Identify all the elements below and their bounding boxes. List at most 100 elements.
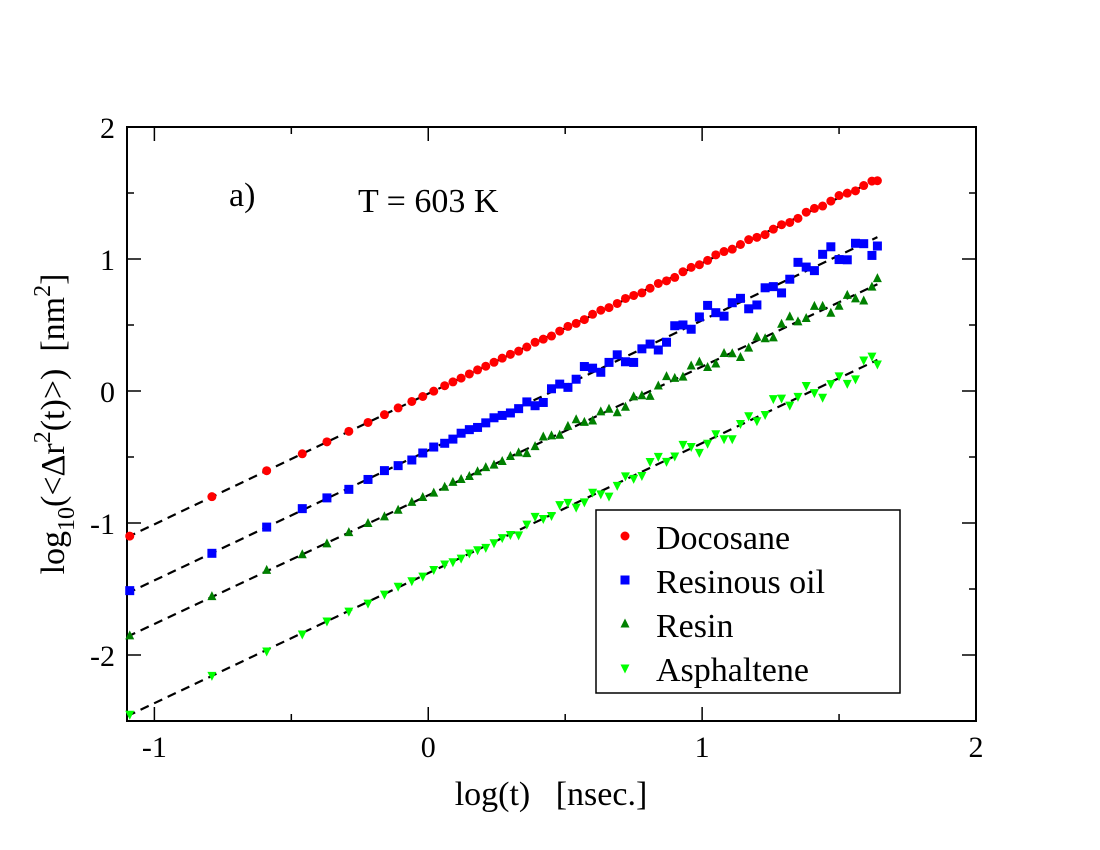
data-point-asphaltene <box>555 501 565 511</box>
data-point-resin <box>645 390 655 400</box>
data-point-asphaltene <box>481 543 491 553</box>
data-point-docosane <box>727 244 737 254</box>
data-point-docosane <box>703 255 713 265</box>
data-point-asphaltene <box>393 582 403 592</box>
data-point-docosane <box>760 230 770 240</box>
data-point-resinous-oil <box>809 266 819 276</box>
data-point-asphaltene <box>744 412 754 422</box>
data-point-docosane <box>620 293 630 303</box>
data-point-resin <box>735 351 745 361</box>
data-point-resin <box>297 549 307 559</box>
data-point-docosane <box>497 353 507 363</box>
data-point-docosane <box>563 321 573 331</box>
data-point-docosane <box>670 272 680 282</box>
data-point-asphaltene <box>514 531 524 541</box>
data-point-resinous-oil <box>596 367 606 377</box>
data-point-resinous-oil <box>801 262 811 272</box>
data-point-resin <box>826 307 836 317</box>
legend-label: Resinous oil <box>656 564 825 601</box>
legend-label: Docosane <box>656 520 790 557</box>
data-point-docosane <box>547 331 556 341</box>
data-point-docosane <box>686 262 696 272</box>
data-point-docosane <box>297 449 307 459</box>
data-point-asphaltene <box>440 560 450 570</box>
data-point-asphaltene <box>842 379 852 389</box>
data-point-resinous-oil <box>703 300 713 310</box>
data-point-resin <box>440 481 450 491</box>
data-point-resin <box>867 281 877 291</box>
data-point-resinous-oil <box>744 304 754 314</box>
data-point-docosane <box>344 426 354 436</box>
data-point-resin <box>637 390 647 400</box>
data-point-resin <box>801 313 811 323</box>
data-point-asphaltene <box>207 671 217 681</box>
legend-marker-asphaltene <box>620 664 630 674</box>
legend-marker-resin <box>620 618 630 628</box>
data-point-resin <box>872 273 882 283</box>
data-point-resinous-oil <box>393 461 403 471</box>
data-point-asphaltene <box>670 452 680 462</box>
y-tick-label: -1 <box>90 508 115 541</box>
data-point-asphaltene <box>596 490 606 500</box>
data-point-resin <box>604 403 614 413</box>
data-point-asphaltene <box>418 572 428 582</box>
data-point-resin <box>719 347 729 357</box>
data-point-resin <box>125 630 135 640</box>
data-point-docosane <box>530 337 540 347</box>
x-tick-label: 1 <box>695 731 710 764</box>
y-label-subscript: 10 <box>54 507 80 531</box>
data-point-resinous-oil <box>379 466 389 476</box>
data-point-resin <box>538 431 548 441</box>
x-axis-label: log(t) [nsec.] <box>455 776 648 813</box>
data-point-asphaltene <box>448 558 458 568</box>
data-point-docosane <box>514 346 524 356</box>
data-point-docosane <box>744 235 754 245</box>
data-point-docosane <box>850 186 860 196</box>
data-point-docosane <box>407 396 417 406</box>
data-point-docosane <box>785 217 795 227</box>
data-point-docosane <box>662 276 672 286</box>
data-point-resin <box>514 447 524 457</box>
data-point-docosane <box>777 220 787 230</box>
data-point-asphaltene <box>809 389 819 399</box>
data-point-asphaltene <box>604 492 614 502</box>
data-point-resin <box>670 372 680 382</box>
data-point-resinous-oil <box>363 474 373 484</box>
data-point-asphaltene <box>429 566 439 576</box>
data-point-asphaltene <box>801 382 811 392</box>
legend-label: Resin <box>656 608 733 645</box>
data-point-resinous-oil <box>872 241 882 251</box>
data-point-resin <box>703 361 713 371</box>
data-point-docosane <box>489 357 499 367</box>
data-point-asphaltene <box>563 498 573 508</box>
data-point-docosane <box>735 239 745 249</box>
data-point-asphaltene <box>785 401 795 411</box>
data-point-asphaltene <box>407 577 417 587</box>
data-point-resinous-oil <box>125 586 135 596</box>
data-point-docosane <box>694 260 704 270</box>
data-point-asphaltene <box>629 474 639 484</box>
data-point-asphaltene <box>752 417 762 427</box>
data-point-resin <box>456 474 466 484</box>
data-point-resin <box>555 429 565 439</box>
data-point-resin <box>842 289 852 299</box>
data-point-resin <box>744 342 754 352</box>
data-point-resinous-oil <box>429 442 439 452</box>
data-point-resinous-oil <box>785 274 795 284</box>
data-point-resin <box>662 371 672 381</box>
x-tick-label: -1 <box>142 731 167 764</box>
data-point-asphaltene <box>522 520 532 530</box>
data-point-resin <box>818 300 828 310</box>
data-point-asphaltene <box>464 549 474 559</box>
panel-label: a) <box>229 177 255 214</box>
axis-ticks <box>127 126 977 721</box>
data-point-asphaltene <box>727 435 737 445</box>
data-point-resin <box>777 318 787 328</box>
data-point-asphaltene <box>620 472 630 482</box>
data-point-asphaltene <box>473 546 483 556</box>
data-point-resinous-oil <box>579 362 589 372</box>
data-point-docosane <box>579 315 589 325</box>
data-point-asphaltene <box>703 439 713 449</box>
data-point-docosane <box>752 232 762 242</box>
